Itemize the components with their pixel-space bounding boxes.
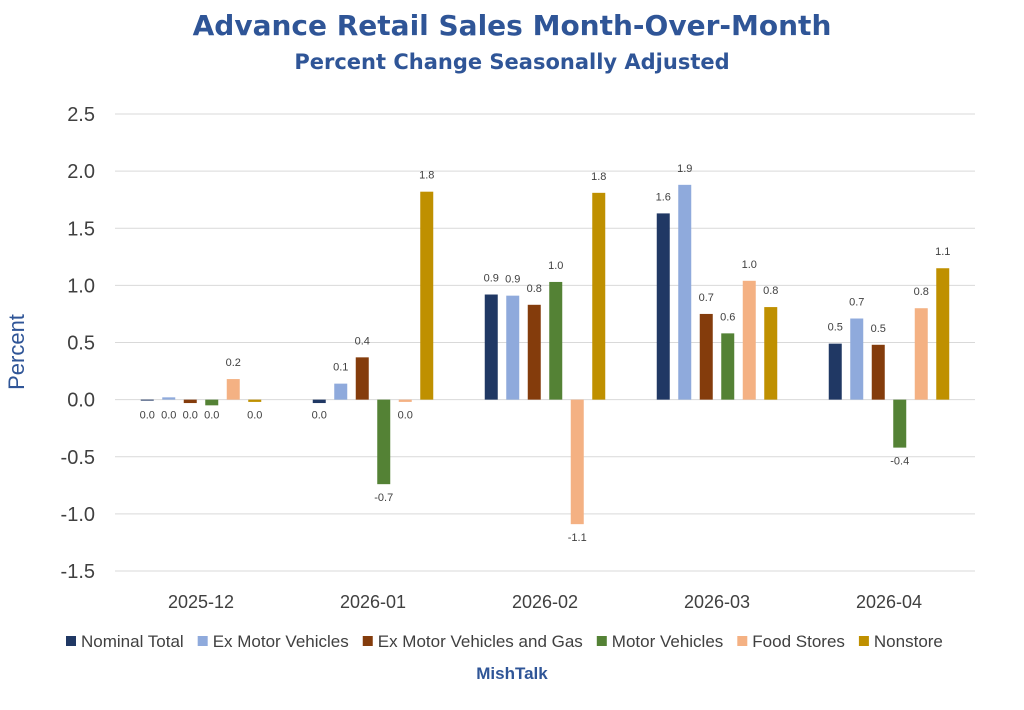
data-label: 0.0 — [398, 410, 413, 422]
x-tick-label: 2025-12 — [168, 592, 234, 612]
data-label: 1.0 — [548, 260, 563, 272]
bar — [162, 397, 176, 400]
data-label: 1.1 — [935, 246, 950, 258]
data-label: 0.8 — [763, 285, 778, 297]
legend-swatch — [362, 636, 373, 646]
bar — [721, 333, 735, 400]
chart-title: Advance Retail Sales Month-Over-Month — [193, 9, 832, 42]
bar — [183, 399, 197, 404]
legend-swatch — [737, 636, 748, 646]
data-label: 0.1 — [333, 362, 348, 374]
legend: Nominal Total Ex Motor Vehicles Ex Motor V… — [66, 632, 943, 651]
bar — [699, 313, 713, 400]
x-axis-categories: 2025-12 2026-01 2026-02 2026-03 2026-04 — [168, 592, 922, 612]
bar — [248, 399, 262, 402]
legend-swatch — [66, 636, 76, 646]
data-label: 0.5 — [828, 322, 843, 334]
y-tick-label: 1.0 — [67, 275, 95, 297]
x-tick-label: 2026-04 — [856, 592, 922, 612]
data-label: 0.6 — [720, 311, 735, 323]
legend-swatch — [596, 636, 607, 646]
data-label: 1.8 — [419, 170, 434, 182]
data-labels: 0.0 0.0 0.9 1.6 0.5 0.0 0.1 0.9 1.9 0.7 0.0 0.4 0.8 0… — [140, 163, 951, 544]
bar — [656, 213, 670, 400]
bar — [570, 399, 584, 525]
legend-label: Motor Vehicles — [612, 632, 724, 651]
x-tick-label: 2026-01 — [340, 592, 406, 612]
y-axis-label: Percent — [4, 314, 29, 390]
data-label: 0.0 — [183, 410, 198, 422]
data-label: 1.8 — [591, 171, 606, 183]
legend-label: Ex Motor Vehicles and Gas — [378, 632, 583, 651]
bar — [205, 399, 219, 406]
data-label: -1.1 — [568, 532, 587, 544]
data-label: -0.4 — [890, 456, 909, 468]
bar — [484, 294, 498, 400]
data-label: 0.0 — [247, 410, 262, 422]
y-tick-label: 2.0 — [67, 161, 95, 183]
y-axis-ticks: 2.5 2.0 1.5 1.0 0.5 0.0 -0.5 -1.0 -1.5 — [61, 104, 95, 583]
legend-swatch — [858, 636, 869, 646]
y-tick-label: -0.5 — [61, 447, 95, 469]
data-label: 0.4 — [355, 335, 370, 347]
bar — [828, 343, 842, 400]
bar — [893, 399, 907, 448]
y-tick-label: 0.5 — [67, 333, 95, 355]
data-label: 0.2 — [226, 357, 241, 369]
chart-subtitle: Percent Change Seasonally Adjusted — [294, 50, 729, 74]
bar — [420, 191, 434, 400]
data-label: 0.0 — [140, 410, 155, 422]
legend-label: Ex Motor Vehicles — [213, 632, 349, 651]
bar — [549, 281, 563, 400]
bar — [914, 308, 928, 400]
data-label: 0.7 — [849, 297, 864, 309]
bar — [355, 357, 369, 400]
data-label: 1.0 — [742, 259, 757, 271]
bar — [226, 379, 240, 400]
legend-label: Food Stores — [752, 632, 845, 651]
bar — [678, 184, 692, 400]
bar — [592, 192, 606, 400]
bar — [398, 399, 412, 402]
legend-swatch — [197, 636, 208, 646]
data-label: 0.0 — [312, 410, 327, 422]
data-label: 1.9 — [677, 163, 692, 175]
data-label: -0.7 — [374, 492, 393, 504]
bars — [140, 184, 950, 525]
y-tick-label: -1.5 — [61, 561, 95, 583]
data-label: 0.8 — [914, 286, 929, 298]
data-label: 0.0 — [204, 410, 219, 422]
gridlines — [115, 113, 975, 572]
x-tick-label: 2026-02 — [512, 592, 578, 612]
data-label: 0.7 — [699, 292, 714, 304]
y-tick-label: 1.5 — [67, 218, 95, 240]
bar — [527, 304, 541, 400]
data-label: 0.5 — [871, 323, 886, 335]
bar — [742, 280, 756, 400]
x-tick-label: 2026-03 — [684, 592, 750, 612]
data-label: 0.8 — [527, 283, 542, 295]
bar — [312, 399, 326, 404]
y-tick-label: 2.5 — [67, 104, 95, 126]
y-tick-label: 0.0 — [67, 390, 95, 412]
data-label: 0.9 — [484, 273, 499, 285]
bar — [334, 383, 348, 400]
bar — [140, 399, 154, 401]
data-label: 0.9 — [505, 274, 520, 286]
footer-source: MishTalk — [476, 664, 548, 683]
bar — [936, 268, 950, 400]
legend-label: Nonstore — [874, 632, 943, 651]
bar — [850, 318, 864, 400]
y-tick-label: -1.0 — [61, 504, 95, 526]
bar — [377, 399, 391, 485]
legend-label: Nominal Total — [81, 632, 184, 651]
bar — [871, 344, 885, 400]
bar — [506, 295, 520, 400]
data-label: 1.6 — [656, 191, 671, 203]
bar — [764, 307, 778, 400]
data-label: 0.0 — [161, 410, 176, 422]
